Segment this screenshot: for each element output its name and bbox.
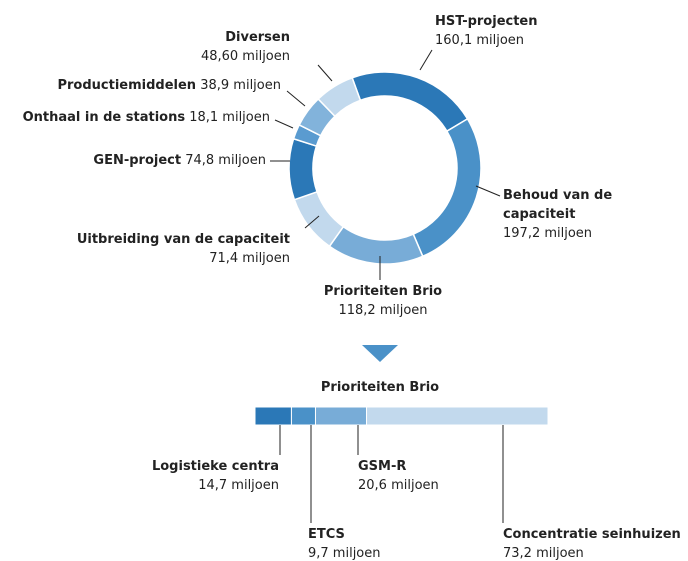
label-value: 71,4 miljoen	[209, 251, 290, 266]
label-name: Diversen	[225, 30, 290, 45]
data-label: GSM-R 20,6 miljoen	[358, 457, 439, 495]
label-name: Behoud van de capaciteit	[503, 188, 613, 222]
label-name: Logistieke centra	[151, 459, 279, 474]
label-name: Onthaal in de stations	[22, 110, 186, 125]
data-label: Behoud van de capaciteit 197,2 miljoen	[503, 186, 623, 243]
label-value: 38,9 miljoen	[200, 78, 281, 93]
leader-line	[274, 119, 294, 129]
donut-segment	[288, 137, 318, 201]
donut-segment	[317, 76, 362, 118]
label-value: 20,6 miljoen	[358, 478, 439, 493]
data-label: HST-projecten 160,1 miljoen	[435, 12, 538, 50]
label-value: 14,7 miljoen	[198, 478, 279, 493]
label-value: 9,7 miljoen	[308, 546, 381, 561]
label-value: 73,2 miljoen	[503, 546, 584, 561]
data-label: Uitbreiding van de capaciteit 71,4 miljoe…	[77, 230, 290, 268]
label-value: 160,1 miljoen	[435, 33, 525, 48]
data-label: ETCS 9,7 miljoen	[308, 525, 381, 561]
data-label: Logistieke centra 14,7 miljoen	[152, 457, 279, 495]
donut-segment	[328, 225, 424, 265]
bar-segment	[366, 406, 549, 426]
label-value: 18,1 miljoen	[189, 110, 270, 125]
label-value: 48,60 miljoen	[200, 49, 290, 64]
label-name: Concentratie seinhuizen	[503, 527, 681, 542]
label-name: GEN-project	[93, 153, 182, 168]
leader-line	[419, 49, 433, 71]
bar-segment	[290, 406, 316, 426]
donut-segment	[293, 190, 345, 248]
label-value: 197,2 miljoen	[503, 226, 593, 241]
data-label: Diversen 48,60 miljoen	[201, 28, 290, 66]
label-name: HST-projecten	[435, 14, 538, 29]
label-name: GSM-R	[358, 459, 407, 474]
label-name: Prioriteiten Brio	[323, 284, 443, 299]
data-label: Productiemiddelen 38,9 miljoen	[57, 76, 281, 95]
bar-segment	[254, 406, 292, 426]
donut-segment	[351, 71, 469, 133]
bar-segment	[314, 406, 368, 426]
leader-line	[475, 185, 501, 197]
label-name: ETCS	[308, 527, 345, 542]
label-name: Uitbreiding van de capaciteit	[76, 232, 290, 247]
label-value: 118,2 miljoen	[338, 303, 428, 318]
arrow	[362, 345, 398, 362]
donut-segment	[412, 117, 482, 258]
bar-title: Prioriteiten Brio	[320, 380, 440, 395]
data-label: Concentratie seinhuizen 73,2 miljoen	[503, 525, 681, 561]
data-label: Onthaal in de stations 18,1 miljoen	[23, 108, 270, 127]
leader-line	[286, 90, 306, 107]
label-name: Productiemiddelen	[57, 78, 197, 93]
label-value: 74,8 miljoen	[185, 153, 266, 168]
leader-line	[317, 64, 333, 82]
data-label: GEN-project 74,8 miljoen	[93, 151, 266, 170]
leader-line	[304, 215, 320, 229]
data-label: Prioriteiten Brio 118,2 miljoen	[283, 282, 483, 320]
